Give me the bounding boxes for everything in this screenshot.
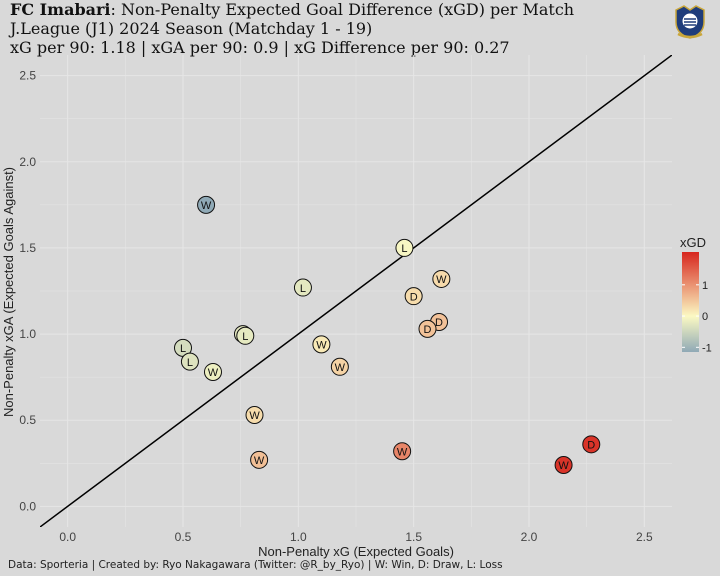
y-tick-label: 2.0 — [19, 155, 36, 169]
point-result-label: W — [436, 274, 447, 286]
data-point: W — [245, 406, 264, 425]
point-marker — [404, 287, 423, 306]
point-result-label: D — [587, 440, 595, 452]
point-marker — [180, 352, 199, 371]
data-point: L — [236, 326, 255, 345]
point-result-label: W — [558, 460, 569, 472]
chart-subtitle: J.League (J1) 2024 Season (Matchday 1 - … — [10, 19, 373, 38]
y-tick-label: 1.5 — [19, 241, 36, 255]
reference-line — [40, 55, 672, 527]
point-marker — [236, 326, 255, 345]
point-result-label: D — [435, 317, 443, 329]
point-result-label: L — [300, 283, 306, 295]
point-result-label: W — [397, 446, 408, 458]
point-marker — [203, 362, 222, 381]
y-tick-label: 0.0 — [19, 499, 36, 513]
point-result-label: L — [180, 343, 186, 355]
point-marker — [554, 455, 573, 474]
point-marker — [393, 442, 412, 461]
point-marker — [250, 450, 269, 469]
point-result-label: D — [410, 291, 418, 303]
data-point: W — [312, 335, 331, 354]
point-marker — [418, 319, 437, 338]
point-marker — [293, 278, 312, 297]
point-marker — [245, 406, 264, 425]
x-axis-label: Non-Penalty xG (Expected Goals) — [258, 544, 454, 559]
axes: 0.0 0.5 1.0 1.5 2.0 2.5 0.0 0.5 1.0 1.5 2.0 2.5 — [19, 69, 653, 544]
point-result-label: L — [242, 331, 248, 343]
point-result-label: W — [201, 200, 212, 212]
title-block: FC Imabari: Non-Penalty Expected Goal Di… — [10, 0, 574, 57]
point-result-label: W — [335, 362, 346, 374]
legend: xGD 1 0 -1 — [680, 235, 712, 354]
x-tick-label: 0.0 — [59, 530, 76, 544]
point-marker — [312, 335, 331, 354]
x-tick-label: 0.5 — [175, 530, 192, 544]
y-tick-label: 2.5 — [19, 69, 36, 83]
y-tick-label: 0.5 — [19, 413, 36, 427]
data-point: W — [554, 455, 573, 474]
point-marker — [432, 269, 451, 288]
data-point: D — [404, 287, 423, 306]
point-marker — [582, 435, 601, 454]
x-tick-label: 2.5 — [636, 530, 653, 544]
point-result-label: W — [208, 367, 219, 379]
data-points: WLLDWDDDLLLWWWWWWWD — [174, 195, 601, 474]
point-result-label: W — [254, 455, 265, 467]
data-point: D — [582, 435, 601, 454]
legend-break-label: 0 — [702, 311, 708, 323]
point-marker — [197, 195, 216, 214]
x-tick-label: 1.5 — [405, 530, 422, 544]
data-point: W — [393, 442, 412, 461]
data-point: W — [432, 269, 451, 288]
legend-break-label: -1 — [702, 342, 712, 354]
legend-title: xGD — [680, 235, 706, 250]
legend-colorbar — [682, 252, 699, 352]
data-point: W — [330, 357, 349, 376]
title-text: : Non-Penalty Expected Goal Difference (… — [110, 0, 575, 19]
point-marker — [395, 238, 414, 257]
data-point: L — [293, 278, 312, 297]
data-point: D — [418, 319, 437, 338]
y-axis-label: Non-Penalty xGA (Expected Goals Against) — [1, 167, 16, 417]
point-marker — [330, 357, 349, 376]
x-tick-label: 1.0 — [290, 530, 307, 544]
chart-title: FC Imabari: Non-Penalty Expected Goal Di… — [10, 0, 574, 19]
y-tick-label: 1.0 — [19, 327, 36, 341]
legend-break-label: 1 — [702, 280, 708, 292]
x-tick-label: 2.0 — [521, 530, 538, 544]
point-result-label: W — [316, 340, 327, 352]
point-result-label: D — [424, 324, 432, 336]
data-point: W — [250, 450, 269, 469]
data-point: L — [180, 352, 199, 371]
stats-line: xG per 90: 1.18 | xGA per 90: 0.9 | xG D… — [10, 38, 510, 57]
club-crest-icon — [675, 5, 705, 39]
data-point: L — [395, 238, 414, 257]
point-result-label: L — [187, 357, 193, 369]
caption: Data: Sporteria | Created by: Ryo Nakaga… — [8, 559, 503, 571]
point-result-label: L — [401, 243, 407, 255]
point-result-label: W — [249, 410, 260, 422]
data-point: W — [197, 195, 216, 214]
data-point: W — [203, 362, 222, 381]
team-name: FC Imabari — [10, 0, 111, 19]
